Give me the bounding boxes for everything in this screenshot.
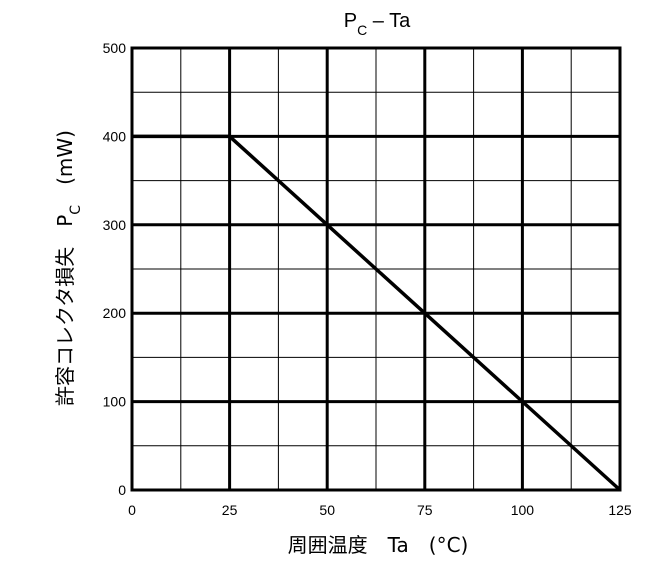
y-tick-label: 300 [103,217,127,233]
x-tick-label: 100 [511,502,535,518]
y-tick-labels: 0 100 200 300 400 500 [103,40,127,498]
y-tick-label: 500 [103,40,127,56]
series-layer [132,134,622,492]
chart-title: PC – Ta [344,10,411,38]
y-tick-label: 200 [103,305,127,321]
y-tick-label: 100 [103,394,127,410]
y-tick-label: 0 [118,482,126,498]
ylabel-main: 許容コレクタ損失 P [53,215,77,406]
x-tick-labels: 0 25 50 75 100 125 [128,502,632,518]
x-tick-label: 125 [608,502,632,518]
pc-derating-line [132,134,622,492]
x-tick-label: 0 [128,502,136,518]
title-subscript: C [357,22,367,38]
plot-border [130,46,622,492]
title-main: P [344,10,357,32]
plot-frame [130,46,622,492]
x-tick-label: 75 [417,502,433,518]
y-tick-label: 400 [103,128,127,144]
minor-grid [132,48,620,490]
x-tick-label: 50 [319,502,335,518]
ylabel-subscript: C [68,205,84,215]
x-axis-label: 周囲温度 Ta (°C) [288,533,469,557]
x-tick-label: 25 [222,502,238,518]
y-axis-label: 許容コレクタ損失 PC (mW) [53,130,84,406]
title-suffix: – Ta [367,10,411,32]
ylabel-unit: (mW) [53,130,77,205]
